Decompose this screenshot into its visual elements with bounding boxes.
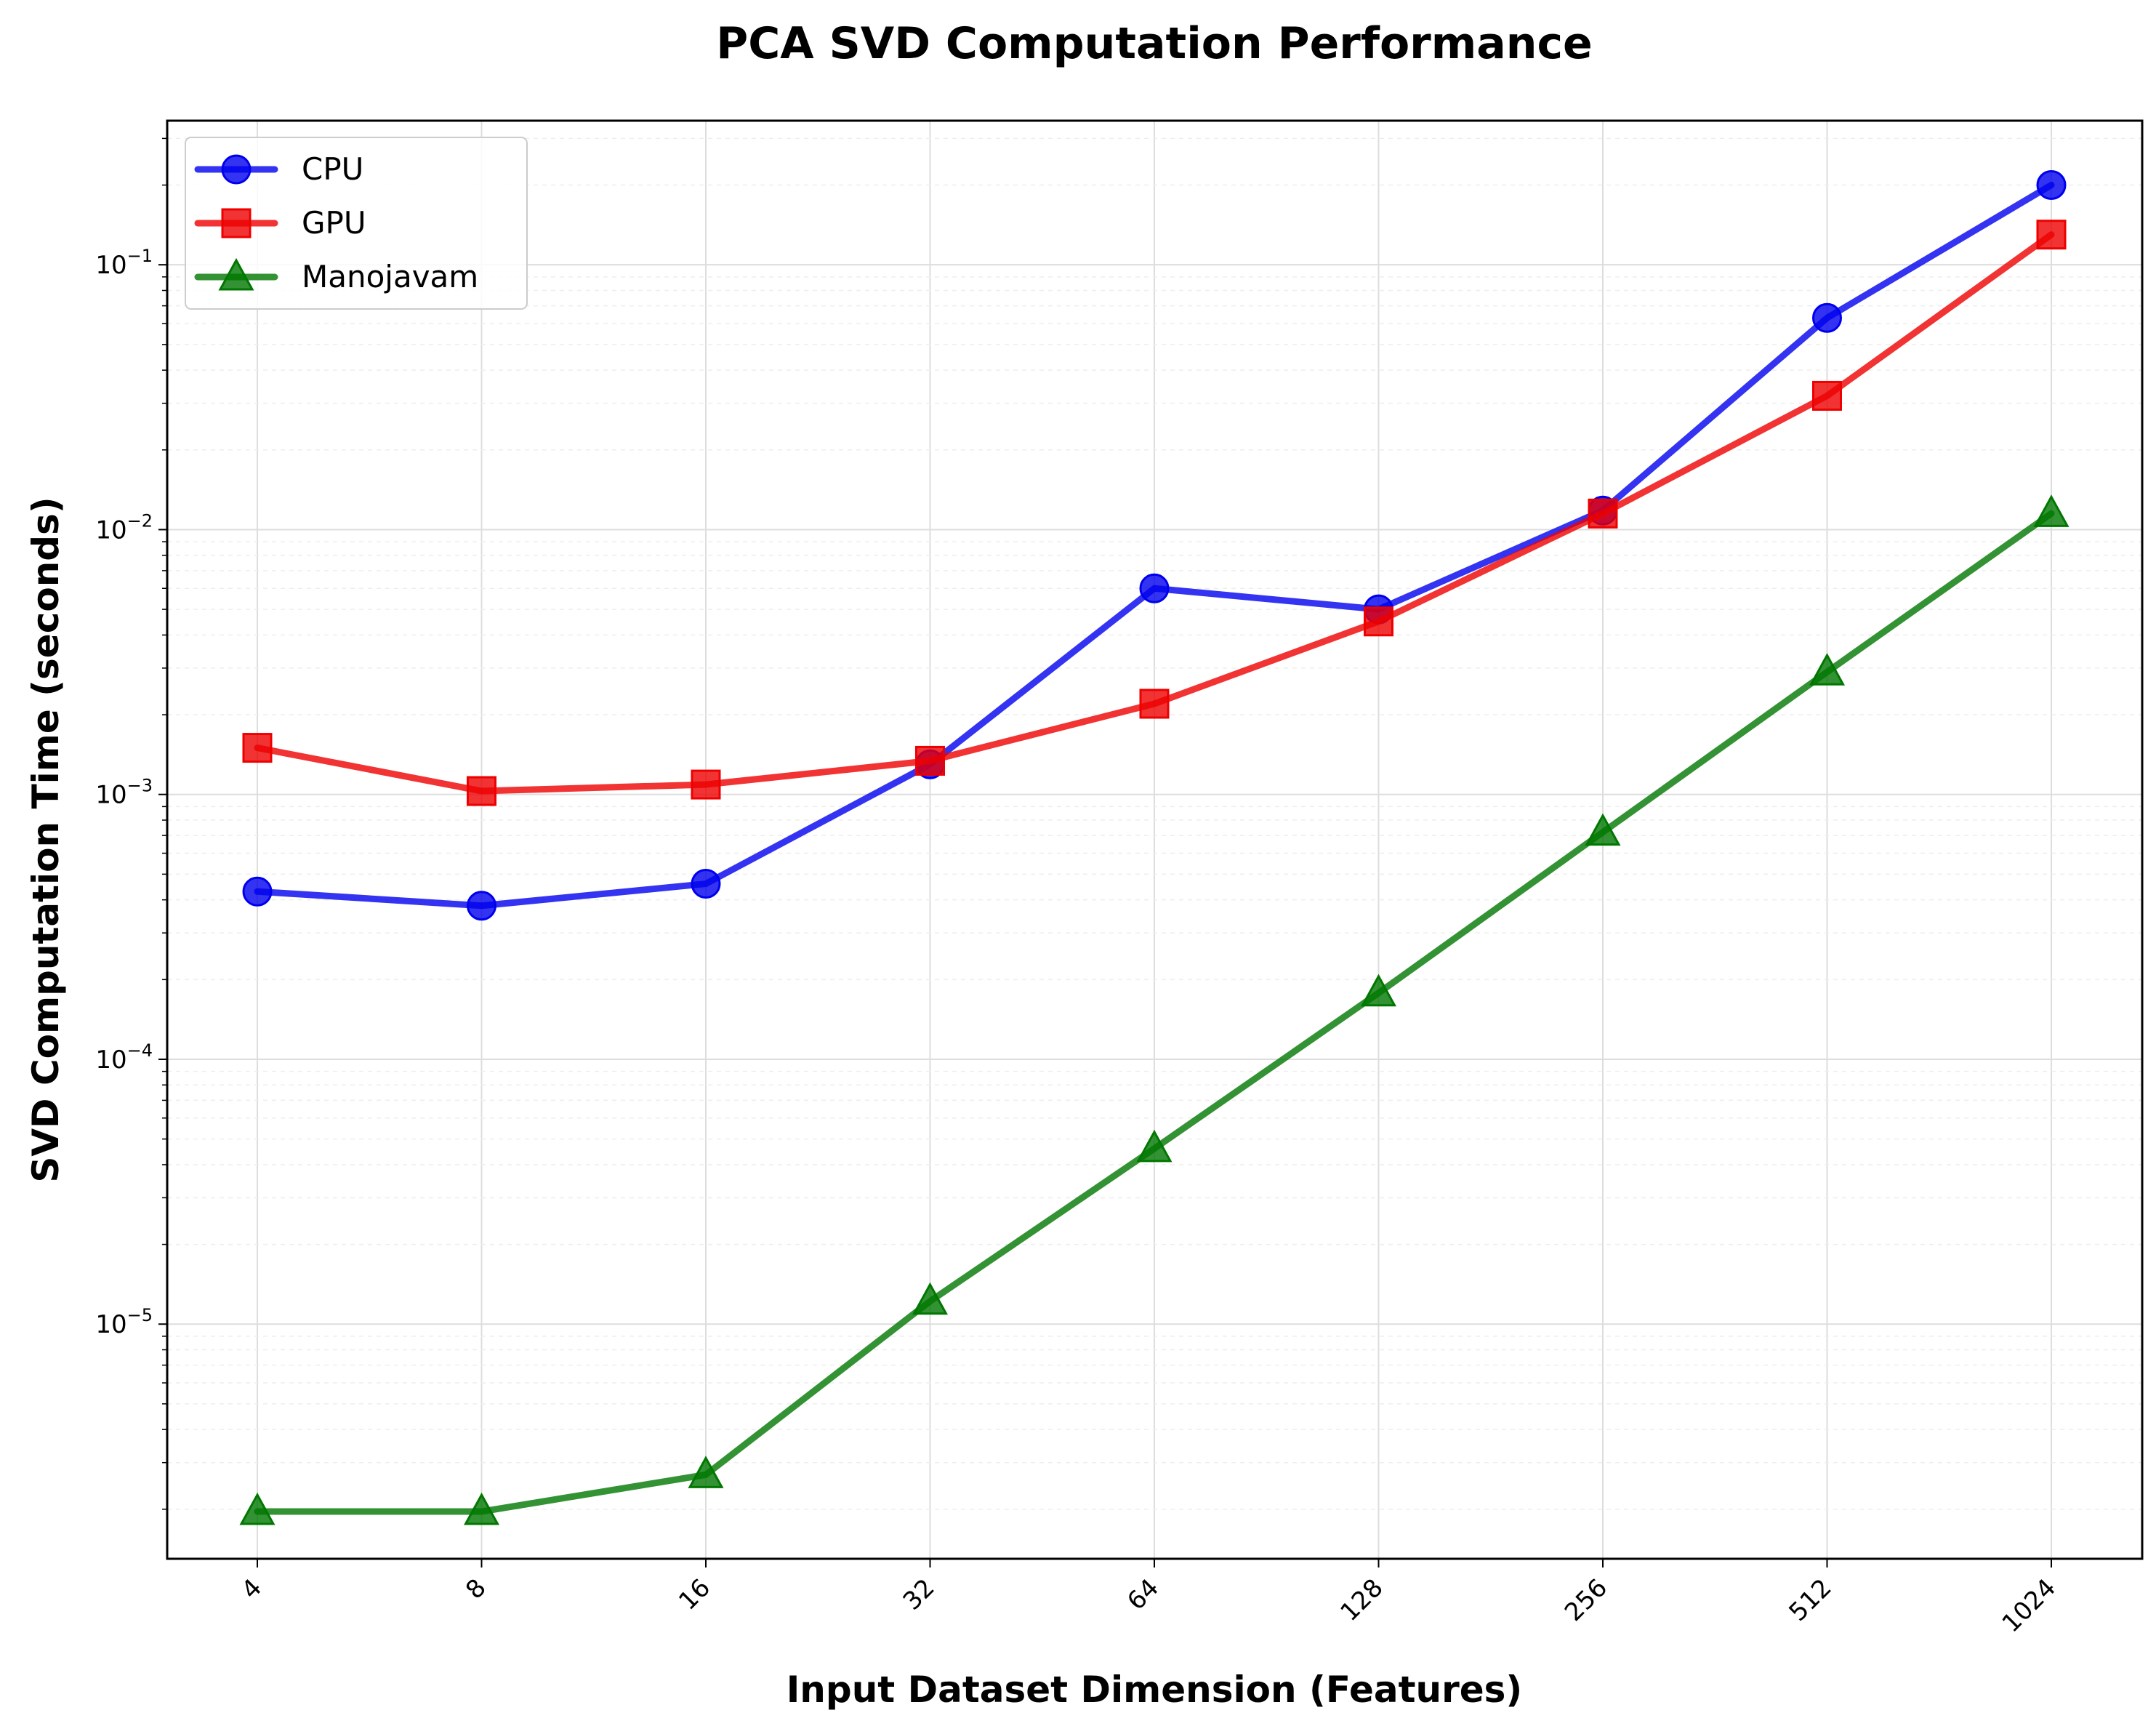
legend-label: GPU [302, 205, 366, 241]
y-tick-exponent: −5 [127, 1305, 153, 1325]
y-axis: 10−510−410−310−210−1 [95, 137, 167, 1510]
data-point [1139, 689, 1170, 719]
y-tick-label: 10−1 [95, 246, 153, 280]
legend: CPU GPU Manojavam [185, 137, 528, 310]
data-point [463, 1492, 500, 1525]
y-tick-base: 10 [95, 1310, 126, 1339]
y-tick-label: 10−3 [95, 776, 153, 810]
data-point [1812, 380, 1842, 411]
y-tick-base: 10 [95, 251, 126, 280]
data-point [1588, 498, 1618, 529]
y-tick-label: 10−5 [95, 1305, 153, 1339]
y-tick-label: 10−2 [95, 510, 153, 545]
data-point [239, 1492, 275, 1525]
data-point [1360, 974, 1397, 1007]
series-layer [239, 170, 2069, 1525]
legend-item-manojavam: Manojavam [194, 257, 478, 294]
data-point [1585, 813, 1621, 846]
y-tick-exponent: −4 [127, 1040, 153, 1061]
legend-marker [218, 257, 254, 291]
y-tick-exponent: −3 [127, 776, 153, 796]
data-point [1809, 653, 1846, 686]
data-point [691, 769, 721, 800]
legend-item-gpu: GPU [194, 205, 366, 241]
data-point [688, 1456, 724, 1488]
legend-marker [221, 208, 252, 238]
data-point [691, 869, 721, 899]
grid [167, 121, 2142, 1559]
data-point [242, 876, 273, 907]
data-point [915, 745, 945, 776]
y-tick-base: 10 [95, 515, 126, 545]
y-tick-exponent: −2 [127, 510, 153, 531]
data-point [1364, 606, 1393, 637]
y-tick-label: 10−4 [95, 1040, 153, 1075]
data-point [2033, 494, 2069, 527]
y-tick-base: 10 [95, 781, 126, 810]
data-point [2036, 170, 2067, 201]
data-point [1139, 573, 1170, 603]
y-axis-label: SVD Computation Time (seconds) [25, 497, 67, 1182]
series-gpu [242, 220, 2067, 806]
data-point [912, 1282, 949, 1315]
legend-box [185, 137, 528, 310]
y-tick-base: 10 [95, 1045, 126, 1075]
legend-item-cpu: CPU [194, 151, 363, 187]
data-point [2036, 220, 2067, 250]
data-point [242, 733, 273, 763]
series-manojavam [239, 494, 2069, 1525]
y-tick-exponent: −1 [127, 246, 153, 266]
legend-label: CPU [302, 151, 363, 187]
x-axis-label: Input Dataset Dimension (Features) [787, 1669, 1523, 1711]
data-point [467, 891, 496, 921]
data-point [1136, 1129, 1172, 1163]
chart-title: PCA SVD Computation Performance [716, 18, 1593, 69]
data-point [467, 776, 496, 806]
legend-marker [221, 154, 252, 185]
legend-label: Manojavam [302, 259, 478, 294]
data-point [1812, 302, 1842, 333]
